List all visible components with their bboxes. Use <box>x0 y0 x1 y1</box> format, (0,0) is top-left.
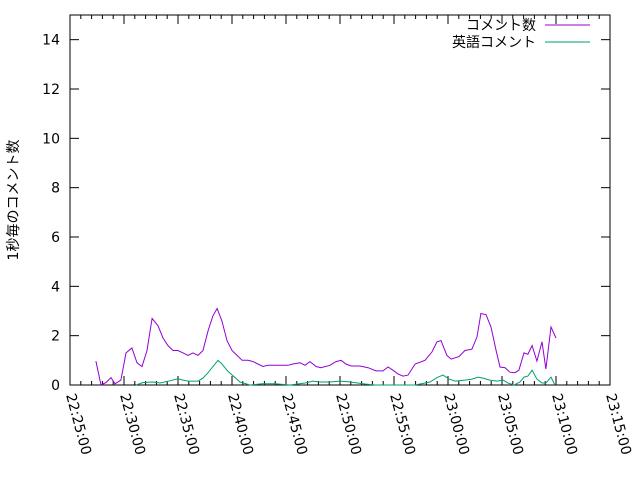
x-tick-label: 22:50:00 <box>332 392 364 457</box>
x-tick-labels: 22:25:00 22:30:00 22:35:00 22:40:00 22:45:00… <box>62 392 634 457</box>
series-line-0 <box>96 309 556 386</box>
y-tick-label: 2 <box>51 329 60 345</box>
y-tick-label: 0 <box>51 378 60 394</box>
legend-label-comments: コメント数 <box>466 18 536 34</box>
y-axis-label: 1秒毎のコメント数 <box>6 140 22 261</box>
y-tick-label: 14 <box>42 33 60 49</box>
axis-ticks <box>70 15 610 385</box>
x-tick-label: 22:45:00 <box>278 392 310 457</box>
legend: コメント数 英語コメント <box>452 18 590 51</box>
series-lines <box>96 309 556 386</box>
legend-label-english: 英語コメント <box>452 34 536 51</box>
x-tick-label: 23:15:00 <box>602 392 634 457</box>
y-tick-labels: 0 2 4 6 8 10 12 14 <box>42 33 60 394</box>
x-tick-label: 22:25:00 <box>62 392 94 457</box>
plot-border <box>70 15 610 385</box>
x-tick-label: 23:00:00 <box>440 392 472 457</box>
y-tick-label: 8 <box>51 181 60 197</box>
y-tick-label: 12 <box>42 82 60 98</box>
x-tick-label: 23:10:00 <box>548 392 580 457</box>
x-tick-label: 23:05:00 <box>494 392 526 457</box>
y-tick-label: 6 <box>51 230 60 246</box>
x-tick-label: 22:40:00 <box>224 392 256 457</box>
y-tick-label: 10 <box>42 131 60 147</box>
x-tick-label: 22:35:00 <box>170 392 202 457</box>
x-tick-label: 22:55:00 <box>386 392 418 457</box>
y-tick-label: 4 <box>51 279 60 295</box>
x-tick-label: 22:30:00 <box>116 392 148 457</box>
